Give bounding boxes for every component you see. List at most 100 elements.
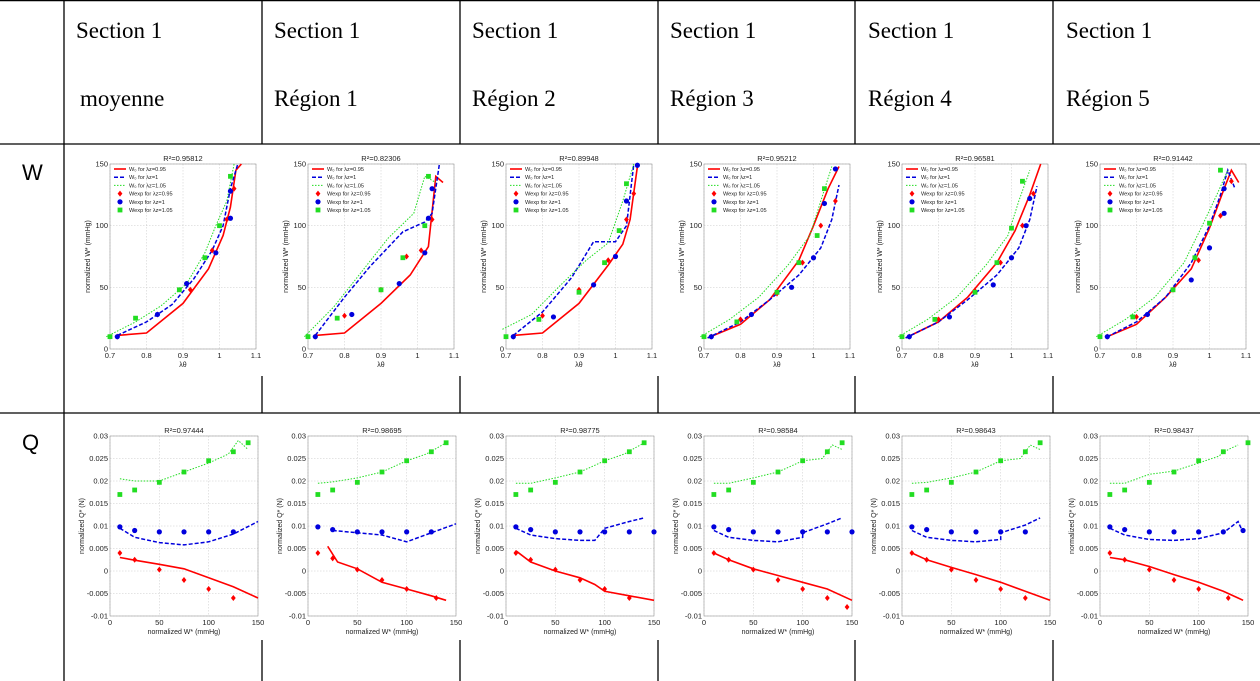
y-tick-label: 50	[100, 283, 108, 292]
data-point-green	[973, 469, 979, 475]
data-point-green	[1122, 487, 1128, 493]
legend-label: W₀ for λz=1	[1119, 175, 1148, 181]
plot-frame	[901, 163, 1049, 350]
legend-swatch-marker	[909, 207, 915, 213]
plot-frame	[703, 163, 851, 350]
legend-swatch-marker	[513, 190, 519, 197]
y-tick-label: 0.02	[687, 477, 702, 486]
data-point-green	[422, 223, 428, 229]
data-point-red	[626, 595, 632, 601]
data-point-green	[334, 315, 340, 321]
plot-frame	[505, 163, 653, 350]
data-point-blue	[154, 311, 161, 318]
data-point-green	[230, 449, 236, 455]
chart-title: R²=0.89948	[559, 154, 598, 163]
legend-label: W₀ for λz=1	[723, 175, 752, 181]
data-point-green	[1192, 255, 1198, 261]
data-point-blue	[708, 334, 714, 340]
data-point-blue	[425, 215, 432, 221]
y-tick-label: 0.015	[287, 499, 306, 508]
data-point-blue	[513, 524, 519, 530]
y-tick-label: 0	[1094, 345, 1098, 354]
data-point-blue	[230, 529, 236, 535]
legend-label: Wexp for λz=1	[129, 200, 165, 206]
x-tick-label: 50	[749, 618, 757, 627]
model-line-blue	[713, 517, 843, 543]
data-point-green	[426, 173, 431, 179]
data-point-blue	[117, 524, 123, 530]
data-point-red	[1022, 595, 1028, 601]
x-axis-label: normalized W* (mmHg)	[742, 629, 815, 636]
data-point-blue	[132, 527, 138, 534]
y-tick-label: -0.01	[1081, 612, 1098, 621]
header-col5-line1: Section 1	[868, 18, 954, 43]
data-point-green	[1207, 220, 1212, 226]
model-line-green	[304, 175, 437, 338]
legend-label: W₀ for λz=0.95	[327, 167, 364, 173]
y-tick-label: 0	[1094, 567, 1098, 576]
data-point-green	[701, 334, 707, 340]
y-tick-label: 0.01	[687, 522, 702, 531]
legend-label: Wexp for λz=0.95	[525, 192, 569, 198]
data-point-blue	[1122, 527, 1128, 533]
data-point-green	[443, 440, 449, 446]
legend-label: Wexp for λz=0.95	[129, 192, 173, 198]
y-tick-label: 0.03	[489, 432, 504, 441]
data-point-green	[932, 317, 938, 322]
data-point-red	[206, 586, 212, 592]
data-point-blue	[1104, 334, 1110, 340]
x-tick-label: 1.1	[1241, 351, 1251, 360]
x-tick-label: 0	[306, 618, 310, 627]
x-tick-label: 150	[1044, 618, 1057, 627]
y-tick-label: -0.01	[883, 612, 900, 621]
data-point-red	[818, 222, 824, 229]
data-point-red	[833, 198, 838, 204]
header-col1-line2: moyenne	[80, 86, 164, 111]
y-axis-label: normalized W* (mmHg)	[877, 220, 884, 293]
legend-label: Wexp for λz=1	[921, 200, 957, 206]
data-point-green	[750, 479, 756, 485]
chart-title: R²=0.95212	[757, 154, 796, 163]
data-point-green	[924, 487, 930, 493]
x-tick-label: 0.8	[1131, 351, 1141, 360]
data-point-green	[626, 449, 632, 455]
data-point-green	[1097, 334, 1103, 340]
data-point-green	[305, 334, 311, 340]
chart-title: R²=0.98695	[362, 426, 401, 435]
data-point-blue	[1171, 529, 1177, 535]
data-point-red	[552, 566, 558, 573]
y-tick-label: 0.025	[683, 454, 702, 463]
x-tick-label: 1	[217, 351, 221, 360]
chart-9: 0 50 100 150 -0.01 -0.005 0 0.005 0.01 0.015 0.02 0…	[475, 426, 660, 636]
x-axis-label: λθ	[575, 362, 583, 369]
plot-frame	[901, 435, 1051, 617]
grid	[307, 435, 457, 617]
x-tick-label: 100	[994, 618, 1007, 627]
data-point-green	[132, 487, 138, 493]
y-tick-label: 0.005	[1079, 544, 1098, 553]
y-tick-label: 0.015	[89, 499, 108, 508]
data-point-blue	[1144, 311, 1151, 318]
data-point-green	[404, 458, 410, 464]
y-tick-label: -0.005	[285, 589, 306, 598]
plot-frame	[307, 435, 457, 617]
data-point-green	[181, 469, 187, 475]
y-tick-label: 100	[293, 221, 306, 230]
model-line-green	[106, 163, 235, 338]
x-tick-label: 0	[1098, 618, 1102, 627]
legend-swatch-marker	[117, 207, 123, 213]
y-tick-label: 0.025	[89, 454, 108, 463]
data-point-blue	[206, 529, 212, 535]
chart-1: 0.7 0.8 0.9 1 1.1 0 50 100 150 R²=0.95812 λθ normal…	[85, 154, 261, 369]
y-tick-label: 0.03	[885, 432, 900, 441]
legend-swatch-marker	[711, 190, 717, 197]
data-point-blue	[315, 524, 321, 530]
x-tick-label: 0.8	[735, 351, 745, 360]
model-line-blue	[119, 520, 259, 546]
data-point-blue	[1146, 529, 1152, 535]
legend-swatch-marker	[117, 190, 123, 197]
data-point-blue	[824, 529, 830, 535]
data-point-green	[503, 334, 509, 340]
data-point-green	[824, 449, 830, 455]
data-point-red	[540, 312, 545, 319]
